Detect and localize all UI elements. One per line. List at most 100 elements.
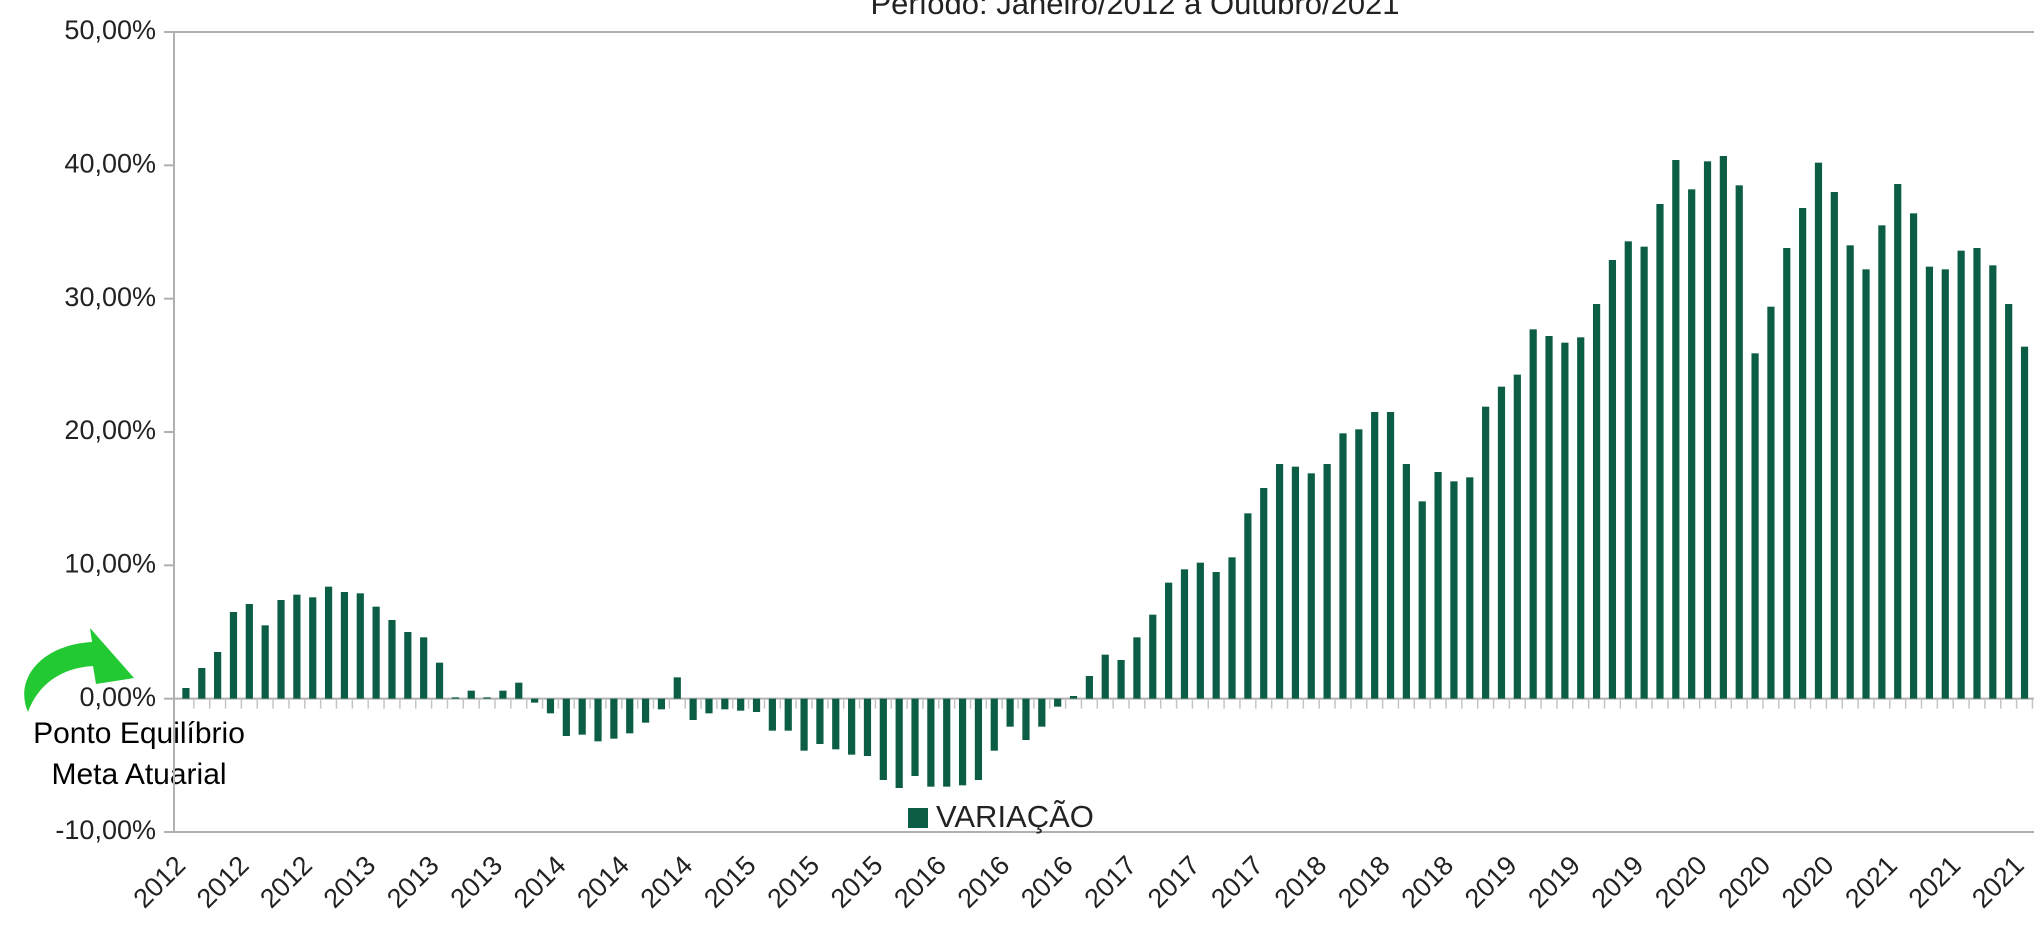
bar xyxy=(515,682,523,699)
arrow-icon xyxy=(24,628,135,712)
x-tick-label: 2018 xyxy=(1396,850,1460,914)
bar xyxy=(2005,304,2013,699)
bar xyxy=(1656,204,1664,699)
bar xyxy=(958,698,967,786)
x-tick-label: 2019 xyxy=(1586,850,1650,914)
bar xyxy=(641,698,650,723)
x-tick-label: 2015 xyxy=(698,850,762,914)
bar xyxy=(1909,213,1918,699)
bar xyxy=(1703,161,1712,699)
bar xyxy=(404,632,412,699)
bar xyxy=(467,690,475,699)
x-tick-label: 2017 xyxy=(1079,850,1143,914)
bar xyxy=(1323,464,1331,699)
bar xyxy=(1513,374,1521,699)
bar xyxy=(1085,676,1093,699)
bar xyxy=(1751,353,1759,699)
y-tick-label: 30,00% xyxy=(64,282,156,312)
bar xyxy=(673,677,681,699)
bar xyxy=(705,698,713,714)
bar xyxy=(1624,241,1632,699)
bar xyxy=(721,698,729,710)
x-tick-label: 2013 xyxy=(445,850,509,914)
bar xyxy=(974,698,983,780)
annotation: Ponto Equilíbrio xyxy=(33,717,245,750)
bar xyxy=(451,697,459,699)
bar xyxy=(1735,185,1743,699)
bar xyxy=(182,688,190,699)
x-tick-label: 2013 xyxy=(381,850,445,914)
bar xyxy=(1165,582,1173,699)
bar xyxy=(1973,248,1981,699)
bar xyxy=(1022,698,1030,740)
bar xyxy=(293,594,301,699)
bar xyxy=(420,637,428,699)
bar xyxy=(1482,406,1490,699)
bar xyxy=(752,698,761,712)
bar xyxy=(784,698,792,731)
x-tick-label: 2012 xyxy=(191,850,255,914)
bar xyxy=(816,698,824,744)
bar xyxy=(324,586,333,699)
bar xyxy=(737,698,745,711)
bar xyxy=(1814,162,1823,699)
bar xyxy=(340,592,349,699)
bar xyxy=(895,698,903,788)
bar xyxy=(990,698,998,751)
bar xyxy=(1545,336,1553,699)
x-tick-label: 2016 xyxy=(952,850,1016,914)
bar xyxy=(562,698,570,736)
bar xyxy=(483,697,491,699)
bar xyxy=(1006,698,1014,727)
bar xyxy=(1767,306,1775,699)
bar xyxy=(1260,488,1268,699)
bar xyxy=(768,698,776,731)
x-tick-label: 2021 xyxy=(1903,850,1967,914)
legend-swatch xyxy=(908,808,928,828)
bar xyxy=(1371,412,1379,699)
bar xyxy=(1783,248,1791,699)
bar xyxy=(1180,569,1189,699)
bar xyxy=(245,604,253,699)
bar xyxy=(1038,698,1046,727)
bar xyxy=(1149,614,1157,699)
bar xyxy=(1688,189,1696,699)
bar xyxy=(2020,346,2029,699)
x-tick-label: 2018 xyxy=(1269,850,1333,914)
bar xyxy=(1878,225,1886,699)
bar xyxy=(1101,654,1109,699)
bar xyxy=(1925,266,1934,699)
y-tick-label: -10,00% xyxy=(55,815,156,845)
bar xyxy=(594,698,602,742)
bar xyxy=(1386,412,1395,699)
bar xyxy=(1672,160,1680,699)
bar xyxy=(1069,696,1078,699)
bar xyxy=(1640,246,1648,699)
x-tick-label: 2020 xyxy=(1713,850,1777,914)
bar xyxy=(1862,269,1870,699)
bar xyxy=(277,600,285,699)
bar xyxy=(1989,265,1997,699)
bar xyxy=(388,620,396,699)
bar xyxy=(800,698,808,751)
bar xyxy=(1894,184,1902,699)
x-tick-label: 2014 xyxy=(635,850,699,914)
x-tick-label: 2020 xyxy=(1776,850,1840,914)
bar xyxy=(261,625,269,699)
x-tick-label: 2014 xyxy=(508,850,572,914)
bar xyxy=(356,593,364,699)
y-tick-label: 50,00% xyxy=(64,15,156,45)
annotation: Meta Atuarial xyxy=(51,758,226,791)
bar xyxy=(372,606,380,699)
bar xyxy=(1941,269,1949,699)
x-tick-label: 2014 xyxy=(571,850,635,914)
x-tick-label: 2020 xyxy=(1649,850,1713,914)
bar xyxy=(1212,572,1220,699)
bar xyxy=(943,698,951,787)
bar xyxy=(1846,245,1854,699)
bar xyxy=(1402,464,1410,699)
x-tick-label: 2019 xyxy=(1459,850,1523,914)
y-tick-label: 20,00% xyxy=(64,415,156,445)
bar xyxy=(1799,208,1807,699)
